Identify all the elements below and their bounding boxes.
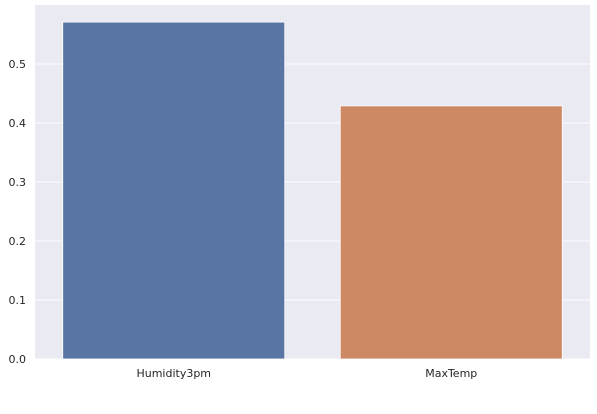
x-tick-label: MaxTemp xyxy=(425,367,477,380)
y-axis-ticks: 0.0 0.1 0.2 0.3 0.4 0.5 xyxy=(9,58,27,366)
bar-maxtemp xyxy=(339,105,563,360)
x-tick-label: Humidity3pm xyxy=(136,367,211,380)
y-tick-label: 0.1 xyxy=(9,294,27,307)
bars xyxy=(62,21,563,360)
x-axis-ticks: Humidity3pm MaxTemp xyxy=(136,367,477,380)
y-tick-label: 0.4 xyxy=(9,117,27,130)
y-tick-label: 0.5 xyxy=(9,58,27,71)
bar-humidity3pm xyxy=(62,21,286,360)
y-tick-label: 0.2 xyxy=(9,235,27,248)
y-tick-label: 0.3 xyxy=(9,176,27,189)
y-tick-label: 0.0 xyxy=(9,353,27,366)
